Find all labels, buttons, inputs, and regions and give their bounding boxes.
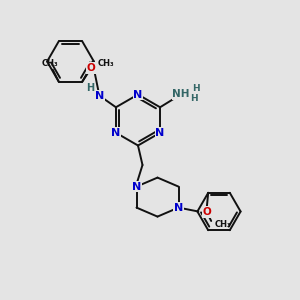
Text: O: O: [202, 207, 211, 217]
Text: N: N: [174, 202, 183, 213]
Text: NH: NH: [172, 89, 190, 99]
Text: O: O: [86, 63, 95, 73]
Text: N: N: [132, 182, 141, 192]
Text: N: N: [95, 91, 104, 101]
Text: H: H: [86, 83, 94, 93]
Text: CH₃: CH₃: [42, 59, 59, 68]
Text: H: H: [190, 94, 198, 103]
Text: N: N: [155, 128, 165, 138]
Text: N: N: [111, 128, 121, 138]
Text: CH₃: CH₃: [214, 220, 231, 230]
Text: H: H: [192, 84, 200, 93]
Text: N: N: [134, 89, 142, 100]
Text: CH₃: CH₃: [98, 59, 115, 68]
